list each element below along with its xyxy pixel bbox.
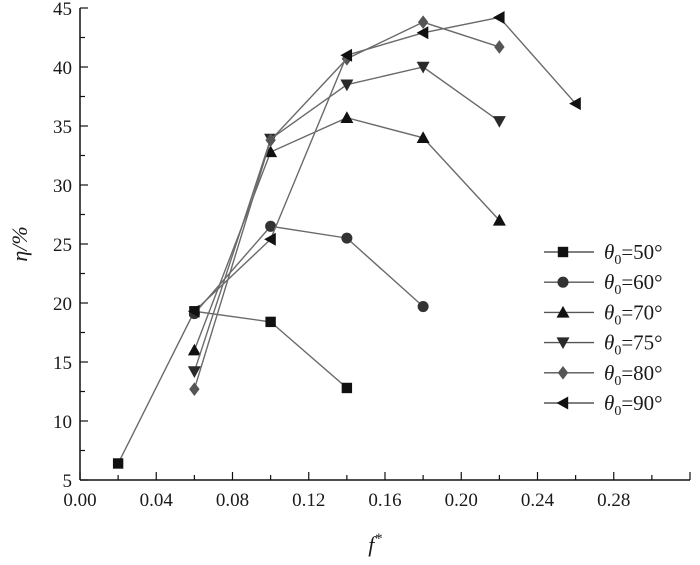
data-point [492, 213, 506, 226]
data-point [340, 48, 353, 62]
y-tick-label: 20 [53, 294, 72, 315]
y-tick-label: 15 [53, 353, 72, 374]
data-point [341, 232, 353, 244]
y-tick-label: 45 [53, 0, 72, 20]
legend-marker [557, 246, 569, 258]
legend-item: θ0=90° [544, 391, 663, 419]
data-point [265, 316, 276, 328]
data-point [187, 343, 201, 356]
y-axis-label: η/% [7, 226, 32, 261]
legend-marker [557, 276, 569, 288]
legend-label: θ0=70° [604, 300, 663, 328]
y-tick-label: 25 [53, 235, 72, 256]
y-tick-label: 10 [53, 412, 72, 433]
series-line [193, 225, 424, 315]
series-line [193, 16, 577, 312]
legend-label: θ0=50° [604, 240, 663, 268]
data-point [569, 97, 581, 111]
data-point [340, 111, 354, 123]
x-tick-label: 0.12 [292, 490, 325, 511]
data-point [417, 301, 429, 313]
legend-marker [556, 337, 570, 350]
x-tick-label: 0.00 [63, 490, 96, 511]
legend-marker [556, 305, 570, 318]
legend-label: θ0=90° [604, 391, 663, 419]
data-point [264, 145, 278, 158]
legend-item: θ0=60° [544, 270, 663, 298]
y-tick-label: 40 [53, 58, 72, 79]
data-point [416, 131, 430, 143]
x-tick-label: 0.08 [216, 490, 249, 511]
data-point [417, 15, 429, 29]
data-point [187, 366, 201, 378]
series-5 [189, 15, 505, 396]
series-6 [187, 10, 581, 318]
y-tick-label: 5 [63, 471, 73, 492]
legend-label: θ0=60° [604, 270, 663, 298]
x-axis-label: f* [368, 531, 382, 557]
series-layer [112, 10, 581, 469]
data-point [492, 10, 505, 24]
data-point [416, 26, 429, 40]
x-tick-label: 0.28 [597, 490, 630, 511]
axes: 0.00 0.04 0.08 0.12 0.16 0.20 0.24 0.28 5 10 15 20 2… [53, 0, 691, 511]
legend-item: θ0=70° [544, 300, 663, 328]
series-line [117, 310, 348, 464]
x-tick-label: 0.04 [140, 490, 174, 511]
legend: θ0=50°θ0=60°θ0=70° θ0=75°θ0=80°θ0=90° [544, 240, 663, 419]
data-point [189, 382, 200, 396]
series-4 [187, 61, 506, 378]
data-point [492, 116, 506, 128]
x-tick-label: 0.20 [445, 490, 478, 511]
y-tick-label: 30 [53, 176, 72, 197]
legend-marker [557, 365, 569, 380]
data-point [112, 458, 124, 469]
x-tick-label: 0.24 [521, 490, 555, 511]
legend-item: θ0=50° [544, 240, 663, 268]
legend-label: θ0=80° [604, 361, 663, 389]
legend-item: θ0=75° [544, 331, 663, 359]
data-point [265, 220, 277, 232]
data-point [187, 304, 200, 318]
legend-label: θ0=75° [604, 331, 663, 359]
data-point [340, 79, 354, 92]
series-line [193, 21, 500, 390]
data-point [494, 40, 505, 54]
legend-item: θ0=80° [544, 361, 663, 389]
y-tick-label: 35 [53, 117, 72, 138]
x-tick-label: 0.16 [368, 490, 401, 511]
data-point [416, 61, 430, 74]
legend-marker [556, 396, 569, 410]
series-1 [112, 306, 353, 469]
data-point [264, 232, 276, 246]
data-point [265, 133, 276, 147]
data-point [341, 382, 353, 394]
